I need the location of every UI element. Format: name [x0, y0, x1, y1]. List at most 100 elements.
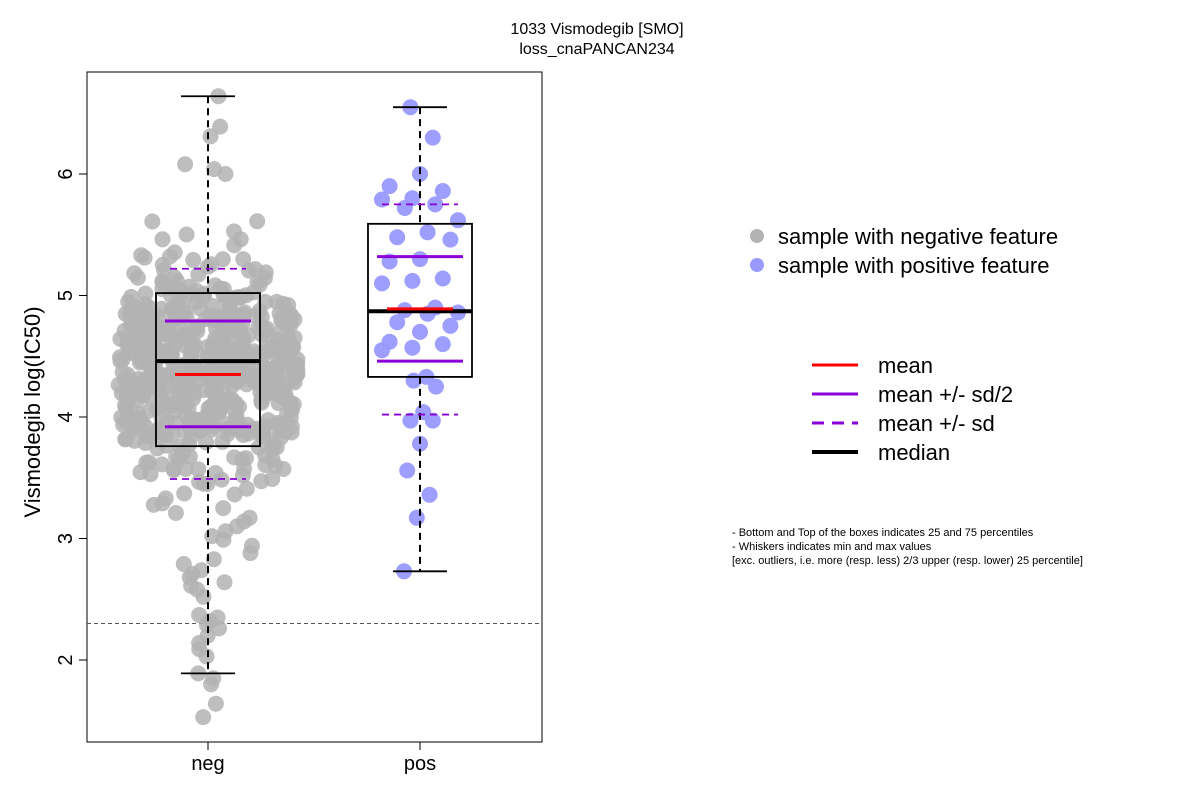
data-point-neg — [176, 485, 193, 502]
legend-line-label: mean +/- sd — [878, 411, 995, 436]
data-point-neg — [185, 390, 202, 407]
data-point-neg — [154, 231, 171, 248]
data-point-neg — [177, 156, 194, 173]
data-point-neg — [241, 509, 258, 526]
data-point-neg — [112, 349, 128, 366]
data-point-neg — [265, 369, 282, 386]
data-point-neg — [163, 345, 179, 362]
data-point-neg — [216, 391, 232, 408]
data-point-neg — [118, 431, 134, 448]
y-tick-label: 6 — [55, 168, 77, 179]
data-point-neg — [206, 161, 223, 178]
data-point-neg — [216, 574, 233, 591]
data-point-neg — [238, 480, 255, 497]
data-point-neg — [181, 412, 198, 429]
legend-point-label: sample with negative feature — [778, 224, 1058, 249]
data-point-neg — [175, 556, 192, 572]
data-point-pos — [419, 224, 436, 241]
data-point-neg — [249, 213, 266, 230]
data-point-pos — [404, 190, 421, 207]
data-point-pos — [399, 462, 416, 479]
data-point-neg — [202, 128, 219, 145]
data-point-neg — [216, 325, 233, 342]
data-point-neg — [177, 461, 194, 477]
data-point-neg — [205, 551, 222, 568]
data-point-neg — [215, 500, 232, 517]
data-point-neg — [123, 288, 140, 305]
data-point-neg — [280, 352, 297, 369]
data-point-neg — [188, 374, 205, 391]
data-point-neg — [162, 248, 178, 265]
footnote-line: [exc. outliers, i.e. more (resp. less) 2… — [732, 555, 1083, 567]
data-point-neg — [154, 275, 171, 292]
data-point-pos — [404, 339, 421, 356]
legend-point-marker — [750, 229, 764, 243]
data-point-neg — [167, 304, 184, 321]
data-point-neg — [123, 389, 140, 406]
data-point-pos — [424, 129, 441, 146]
y-tick-label: 4 — [55, 411, 77, 422]
data-point-neg — [112, 330, 129, 347]
data-point-neg — [189, 323, 206, 340]
data-point-neg — [144, 213, 161, 230]
footnotes: - Bottom and Top of the boxes indicates … — [732, 527, 1083, 567]
data-point-pos — [408, 509, 425, 526]
y-tick-label: 2 — [55, 654, 77, 665]
data-point-neg — [204, 528, 221, 545]
data-point-pos — [434, 183, 451, 199]
box-iqr — [155, 292, 261, 448]
data-point-neg — [282, 396, 299, 413]
data-point-neg — [219, 426, 236, 443]
data-point-pos — [434, 336, 451, 353]
data-point-neg — [283, 418, 300, 435]
plot-frame — [86, 71, 543, 743]
data-point-neg — [133, 247, 150, 264]
y-axis-label: Vismodegib log(IC50) — [20, 306, 45, 517]
data-point-neg — [156, 262, 173, 279]
data-point-neg — [163, 287, 180, 304]
data-point-pos — [450, 212, 466, 229]
data-point-neg — [150, 375, 167, 392]
legend-line-label: median — [878, 440, 950, 465]
data-point-neg — [118, 413, 135, 430]
legend: sample with negative feature sample with … — [750, 224, 1058, 465]
data-point-neg — [286, 329, 303, 346]
footnote-line: - Bottom and Top of the boxes indicates … — [732, 527, 1034, 539]
data-point-neg — [174, 445, 191, 462]
data-point-neg — [264, 451, 281, 468]
data-point-neg — [273, 323, 290, 340]
data-point-neg — [207, 695, 224, 712]
data-point-pos — [412, 323, 428, 340]
data-point-neg — [198, 434, 215, 451]
data-point-neg — [150, 420, 167, 437]
data-point-neg — [232, 231, 249, 248]
data-point-neg — [202, 311, 219, 328]
data-point-neg — [145, 496, 162, 513]
data-point-pos — [442, 317, 459, 334]
data-point-pos — [381, 333, 398, 350]
data-point-neg — [190, 461, 207, 478]
data-point-neg — [157, 490, 174, 507]
y-tick-label: 3 — [55, 533, 77, 544]
legend-point-label: sample with positive feature — [778, 253, 1049, 278]
data-point-neg — [253, 473, 270, 490]
data-point-neg — [235, 341, 252, 358]
data-point-neg — [178, 226, 195, 243]
data-point-neg — [221, 303, 238, 320]
data-point-neg — [247, 261, 264, 278]
data-point-pos — [412, 251, 428, 268]
data-point-neg — [136, 416, 153, 433]
chart-title-line1: 1033 Vismodegib [SMO] — [510, 21, 683, 38]
legend-point-marker — [750, 258, 764, 272]
data-point-neg — [253, 392, 270, 409]
x-tick-label: pos — [404, 753, 436, 775]
x-tick-label: neg — [191, 753, 224, 775]
data-point-pos — [389, 229, 406, 246]
data-point-neg — [134, 313, 150, 330]
data-point-neg — [193, 562, 210, 579]
data-point-neg — [235, 427, 252, 443]
data-point-pos — [404, 272, 421, 289]
data-point-pos — [381, 178, 398, 195]
data-point-neg — [114, 364, 131, 381]
